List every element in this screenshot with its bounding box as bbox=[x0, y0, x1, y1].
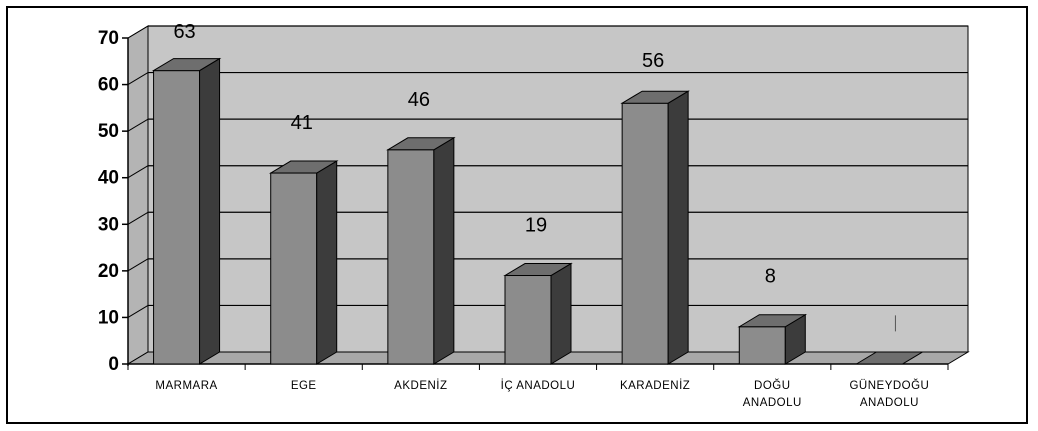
data-label: 46 bbox=[408, 89, 430, 111]
gridline-depth bbox=[127, 211, 149, 225]
bar-chart: 0 10 20 30 40 50 60 70 63 MARMARA 41 EGE 46 AKDENİZ 19… bbox=[98, 21, 970, 409]
bar bbox=[737, 313, 808, 365]
data-label: 56 bbox=[642, 50, 664, 72]
y-tick-label: 70 bbox=[98, 28, 119, 49]
y-tick-label: 20 bbox=[98, 261, 119, 282]
bar-front bbox=[270, 172, 318, 365]
x-tick-label: DOĞU ANADOLU bbox=[743, 379, 802, 409]
bar-side bbox=[433, 136, 455, 365]
bar-front bbox=[738, 326, 786, 365]
gridline-depth bbox=[127, 304, 149, 318]
gridline-depth bbox=[127, 72, 149, 86]
bar-front bbox=[387, 149, 435, 365]
x-tick-label: GÜNEYDOĞU ANADOLU bbox=[849, 379, 929, 409]
data-label: 8 bbox=[765, 266, 776, 288]
bar-side bbox=[316, 160, 338, 365]
data-label: 19 bbox=[525, 215, 547, 237]
bar-front bbox=[153, 70, 201, 365]
y-tick-label: 10 bbox=[98, 307, 119, 328]
y-tick-label: 40 bbox=[98, 168, 119, 189]
bar bbox=[386, 136, 456, 365]
bar bbox=[268, 160, 339, 365]
chart-frame: 0 10 20 30 40 50 60 70 63 MARMARA 41 EGE 46 AKDENİZ 19… bbox=[6, 6, 1028, 424]
y-tick-label: 60 bbox=[98, 75, 119, 96]
bar-top bbox=[151, 58, 222, 72]
y-tick-label: 0 bbox=[108, 354, 119, 375]
bar-side bbox=[667, 90, 689, 365]
bar-top bbox=[854, 351, 925, 365]
x-tick-label: İÇ ANADOLU bbox=[501, 379, 576, 392]
gridline-depth bbox=[127, 165, 149, 179]
y-tick-label: 50 bbox=[98, 121, 119, 142]
bar bbox=[503, 262, 573, 365]
x-tick-label: AKDENİZ bbox=[394, 379, 447, 392]
gridline-depth bbox=[127, 258, 149, 272]
data-label: 63 bbox=[173, 21, 195, 43]
x-tick-label: EGE bbox=[291, 380, 317, 392]
bar-top bbox=[503, 263, 573, 277]
bar-side bbox=[550, 262, 572, 365]
bar-top bbox=[737, 314, 808, 328]
x-tick-label: KARADENİZ bbox=[620, 379, 690, 392]
bar-top bbox=[386, 137, 456, 151]
bar-top bbox=[268, 160, 339, 174]
gridline-depth bbox=[127, 118, 149, 132]
y-tick-label: 30 bbox=[98, 214, 119, 235]
gridline-depth bbox=[127, 25, 149, 39]
data-label: 41 bbox=[291, 112, 313, 134]
bar bbox=[151, 57, 222, 365]
bar-side bbox=[199, 57, 221, 365]
bar-top bbox=[620, 90, 690, 104]
x-tick-label: MARMARA bbox=[155, 380, 217, 392]
bar-front bbox=[621, 102, 669, 365]
bar-front bbox=[504, 275, 552, 365]
plot-side-wall bbox=[127, 25, 149, 365]
bar bbox=[620, 90, 690, 365]
bar bbox=[854, 351, 925, 365]
